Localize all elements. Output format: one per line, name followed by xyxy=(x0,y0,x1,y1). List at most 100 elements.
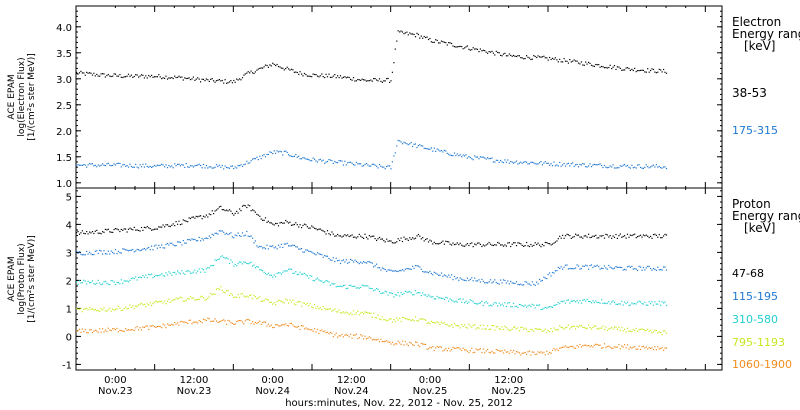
data-point xyxy=(634,329,636,332)
data-point xyxy=(295,304,297,306)
data-point xyxy=(228,294,231,296)
data-point xyxy=(165,272,167,274)
data-point xyxy=(236,210,238,212)
data-point xyxy=(368,80,370,82)
data-point xyxy=(103,231,105,233)
data-point xyxy=(616,328,618,330)
data-point xyxy=(236,167,238,169)
data-point xyxy=(329,308,331,310)
data-point xyxy=(293,155,295,157)
data-point xyxy=(562,346,564,348)
data-point xyxy=(566,233,568,235)
data-point xyxy=(420,35,422,37)
data-point xyxy=(303,302,306,304)
data-point xyxy=(657,266,659,268)
data-point xyxy=(497,325,499,328)
data-point xyxy=(159,274,161,276)
data-point xyxy=(97,75,99,77)
data-point xyxy=(618,167,620,169)
data-point xyxy=(367,312,369,314)
data-point xyxy=(87,309,89,311)
data-point xyxy=(489,304,492,306)
data-point xyxy=(236,235,238,237)
data-point xyxy=(595,343,597,345)
legend-title: [keV] xyxy=(744,221,775,235)
data-point xyxy=(188,238,190,241)
data-point xyxy=(358,314,360,316)
data-point xyxy=(76,330,78,332)
data-point xyxy=(439,150,441,152)
data-point xyxy=(652,68,655,71)
data-point xyxy=(109,75,111,77)
data-point xyxy=(644,235,646,237)
data-point xyxy=(152,324,154,327)
data-point xyxy=(345,235,347,237)
series-proton-47-68 xyxy=(76,204,668,248)
data-point xyxy=(626,344,629,346)
data-point xyxy=(247,296,249,298)
data-point xyxy=(277,151,280,153)
data-point xyxy=(534,327,536,330)
data-point xyxy=(632,268,634,270)
data-point xyxy=(227,82,229,84)
data-point xyxy=(230,293,232,295)
data-point xyxy=(192,271,194,273)
data-point xyxy=(606,302,608,304)
data-point xyxy=(433,349,435,352)
data-point xyxy=(390,343,392,345)
data-point xyxy=(257,246,259,248)
data-point xyxy=(435,150,437,152)
data-point xyxy=(94,329,96,331)
data-point xyxy=(234,323,236,325)
data-point xyxy=(527,305,529,307)
data-point xyxy=(296,71,298,74)
data-point xyxy=(530,284,532,286)
data-point xyxy=(628,265,630,267)
data-point xyxy=(325,233,327,235)
data-point xyxy=(96,330,98,332)
data-point xyxy=(329,159,331,161)
data-point xyxy=(273,150,275,152)
data-point xyxy=(647,166,649,168)
data-point xyxy=(267,248,269,250)
data-point xyxy=(200,271,202,273)
data-point xyxy=(465,46,467,48)
data-point xyxy=(335,77,337,79)
data-point xyxy=(513,54,515,57)
data-point xyxy=(621,345,623,347)
data-point xyxy=(103,331,105,333)
data-point xyxy=(213,264,215,267)
data-point xyxy=(149,228,151,230)
data-point xyxy=(416,341,418,344)
data-point xyxy=(435,322,437,324)
legend-title: Energy ranges xyxy=(732,27,800,41)
y-tick-label: 3.5 xyxy=(56,49,72,60)
data-point xyxy=(146,325,148,327)
data-point xyxy=(164,226,166,228)
data-point xyxy=(459,348,461,350)
data-point xyxy=(338,160,340,162)
data-point xyxy=(237,212,239,214)
data-point xyxy=(521,57,523,59)
data-point xyxy=(226,209,228,211)
data-point xyxy=(651,347,653,349)
data-point xyxy=(508,242,510,244)
data-point xyxy=(449,298,451,300)
data-point xyxy=(575,233,577,235)
data-point xyxy=(557,165,559,167)
data-point xyxy=(280,273,282,275)
data-point xyxy=(308,227,310,229)
data-point xyxy=(122,330,124,332)
data-point xyxy=(151,245,153,247)
data-point xyxy=(632,329,634,331)
data-point xyxy=(240,79,242,81)
data-point xyxy=(87,332,89,334)
data-point xyxy=(309,75,311,77)
data-point xyxy=(365,236,368,238)
data-point xyxy=(249,319,251,321)
data-point xyxy=(566,163,568,165)
data-point xyxy=(562,164,564,166)
data-point xyxy=(482,280,484,282)
data-point xyxy=(301,158,303,160)
data-point xyxy=(530,328,532,331)
